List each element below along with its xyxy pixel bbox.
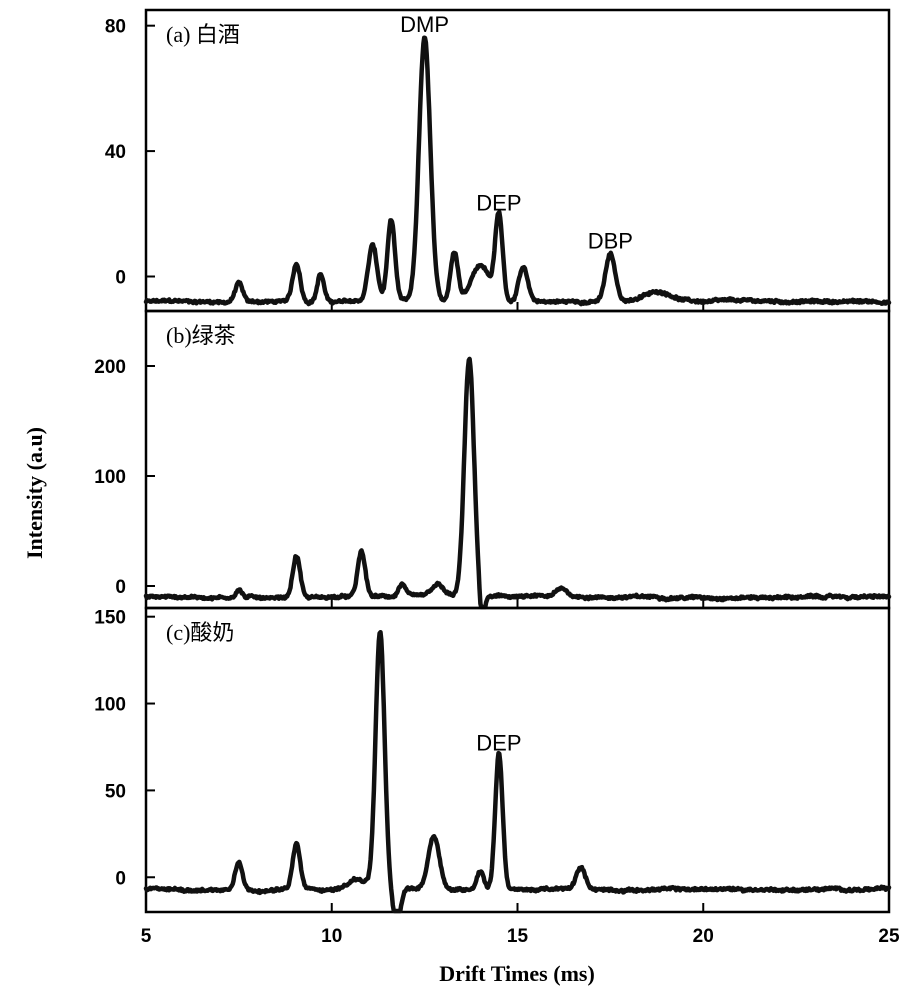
x-tick-label: 15	[507, 926, 529, 947]
y-tick-label: 40	[105, 142, 126, 163]
x-axis-title: Drift Times (ms)	[439, 961, 595, 986]
panel-frame	[144, 606, 891, 914]
y-axis-title: Intensity (a.u)	[22, 427, 47, 559]
series-line	[143, 629, 892, 914]
peak-annotation: DEP	[476, 730, 521, 755]
panel-label: (c)酸奶	[166, 620, 234, 645]
series-line	[143, 35, 892, 307]
y-tick-label: 200	[94, 357, 126, 378]
x-tick-label: 25	[878, 926, 900, 947]
y-tick-label: 0	[115, 268, 126, 289]
plot-area: 0 40 80 (a) 白酒 DMP DEP DBP 0 100 200 (b)绿茶 0 50 100 15…	[94, 8, 900, 947]
x-tick-label: 20	[693, 926, 714, 947]
y-tick-label: 0	[115, 577, 126, 598]
panel-label: (a) 白酒	[166, 22, 240, 47]
y-tick-label: 80	[105, 17, 126, 38]
peak-annotation: DMP	[400, 12, 449, 37]
y-tick-label: 100	[94, 467, 126, 488]
y-tick-label: 0	[115, 868, 126, 889]
peak-annotation: DEP	[476, 191, 521, 216]
panel-frame	[144, 309, 891, 610]
series-line	[143, 356, 892, 610]
y-tick-label: 100	[94, 695, 126, 716]
x-tick-label: 5	[141, 926, 152, 947]
y-tick-label: 50	[105, 781, 126, 802]
panel-frame	[144, 8, 891, 313]
y-tick-label: 150	[94, 608, 126, 629]
panel-label: (b)绿茶	[166, 323, 236, 348]
x-tick-label: 10	[321, 926, 342, 947]
peak-annotation: DBP	[588, 228, 633, 253]
